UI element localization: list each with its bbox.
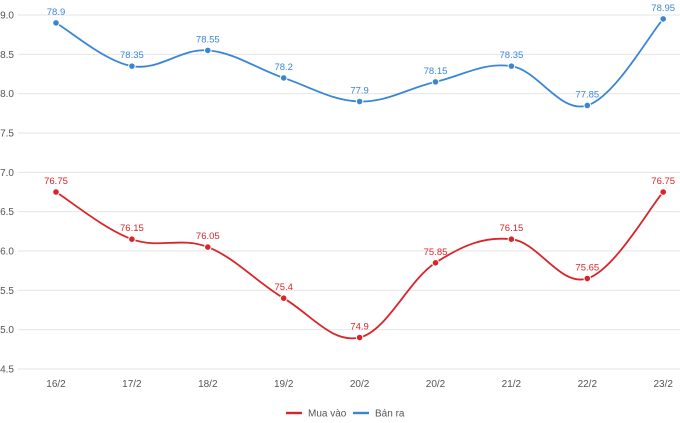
y-tick-label: 77.0 <box>0 168 14 179</box>
legend-item-mua-vao[interactable]: Mua vào <box>286 409 347 420</box>
data-label: 76.75 <box>651 176 675 187</box>
data-label: 78.35 <box>120 50 144 61</box>
y-tick-label: 78.0 <box>0 89 14 100</box>
data-point[interactable] <box>659 15 668 23</box>
data-point[interactable] <box>507 62 516 70</box>
data-label: 77.85 <box>575 89 599 100</box>
data-label: 76.15 <box>120 223 144 234</box>
data-point[interactable] <box>279 294 288 303</box>
data-label: 76.75 <box>44 176 68 187</box>
data-point[interactable] <box>583 274 592 283</box>
y-tick-label: 78.5 <box>0 50 14 61</box>
y-tick-label: 79.0 <box>0 11 14 22</box>
x-tick-label: 23/2 <box>653 379 673 390</box>
data-point[interactable] <box>204 243 212 251</box>
series-mua-vao: 76.75 76.15 76.05 75.4 74.9 75.85 76.15 75.65 76… <box>44 176 675 342</box>
legend-label: Mua vào <box>308 409 347 420</box>
x-tick-label: 17/2 <box>122 379 142 390</box>
data-point[interactable] <box>52 19 60 27</box>
data-label: 78.35 <box>500 50 524 61</box>
series-line <box>55 191 664 340</box>
data-label: 78.2 <box>274 62 293 73</box>
data-point[interactable] <box>507 235 516 243</box>
y-axis-ticks: 79.0 78.5 78.0 77.5 77.0 76.5 76.0 75.5 75.0 74.5 <box>0 11 14 376</box>
x-tick-label: 22/2 <box>578 379 598 390</box>
data-label: 74.9 <box>350 322 369 333</box>
data-label: 76.15 <box>500 223 524 234</box>
legend-item-ban-ra[interactable]: Bán ra <box>353 409 405 420</box>
data-label: 77.9 <box>350 86 369 97</box>
data-label: 78.9 <box>47 7 66 18</box>
y-tick-label: 77.5 <box>0 129 14 140</box>
data-point[interactable] <box>52 188 60 196</box>
x-tick-label: 20/2 <box>350 379 370 390</box>
y-tick-label: 76.5 <box>0 207 14 218</box>
series-group: 76.75 76.15 76.05 75.4 74.9 75.85 76.15 75.65 76… <box>44 3 675 342</box>
series-ban-ra: 78.9 78.35 78.55 78.2 77.9 78.15 78.35 77.85 78.… <box>47 3 675 110</box>
x-tick-label: 16/2 <box>46 379 66 390</box>
x-axis-ticks: 16/2 17/2 18/2 19/2 20/2 20/2 21/2 22/2 23/2 <box>46 379 673 390</box>
y-tick-label: 74.5 <box>0 365 14 376</box>
y-tick-label: 75.5 <box>0 286 14 297</box>
x-tick-label: 18/2 <box>198 379 218 390</box>
data-point[interactable] <box>204 46 212 55</box>
y-tick-label: 76.0 <box>0 247 14 258</box>
x-tick-label: 19/2 <box>274 379 294 390</box>
data-point[interactable] <box>659 188 668 196</box>
data-point[interactable] <box>128 62 136 70</box>
data-point[interactable] <box>431 259 440 267</box>
data-label: 78.15 <box>424 66 448 77</box>
data-label: 78.55 <box>196 34 220 45</box>
data-label: 76.05 <box>196 231 220 242</box>
data-point[interactable] <box>128 235 136 243</box>
grid <box>18 14 680 370</box>
legend-label: Bán ra <box>375 409 405 420</box>
x-tick-label: 21/2 <box>502 379 522 390</box>
data-point[interactable] <box>355 333 364 342</box>
data-label: 75.4 <box>274 282 293 293</box>
data-point[interactable] <box>279 74 288 82</box>
data-point[interactable] <box>431 78 440 86</box>
y-tick-label: 75.0 <box>0 325 14 336</box>
data-label: 75.85 <box>424 247 448 258</box>
data-label: 78.95 <box>651 3 675 14</box>
legend: Mua vào Bán ra <box>286 409 405 420</box>
data-label: 75.65 <box>575 263 599 274</box>
data-point[interactable] <box>355 97 364 106</box>
x-tick-label: 20/2 <box>426 379 446 390</box>
data-point[interactable] <box>583 101 592 110</box>
